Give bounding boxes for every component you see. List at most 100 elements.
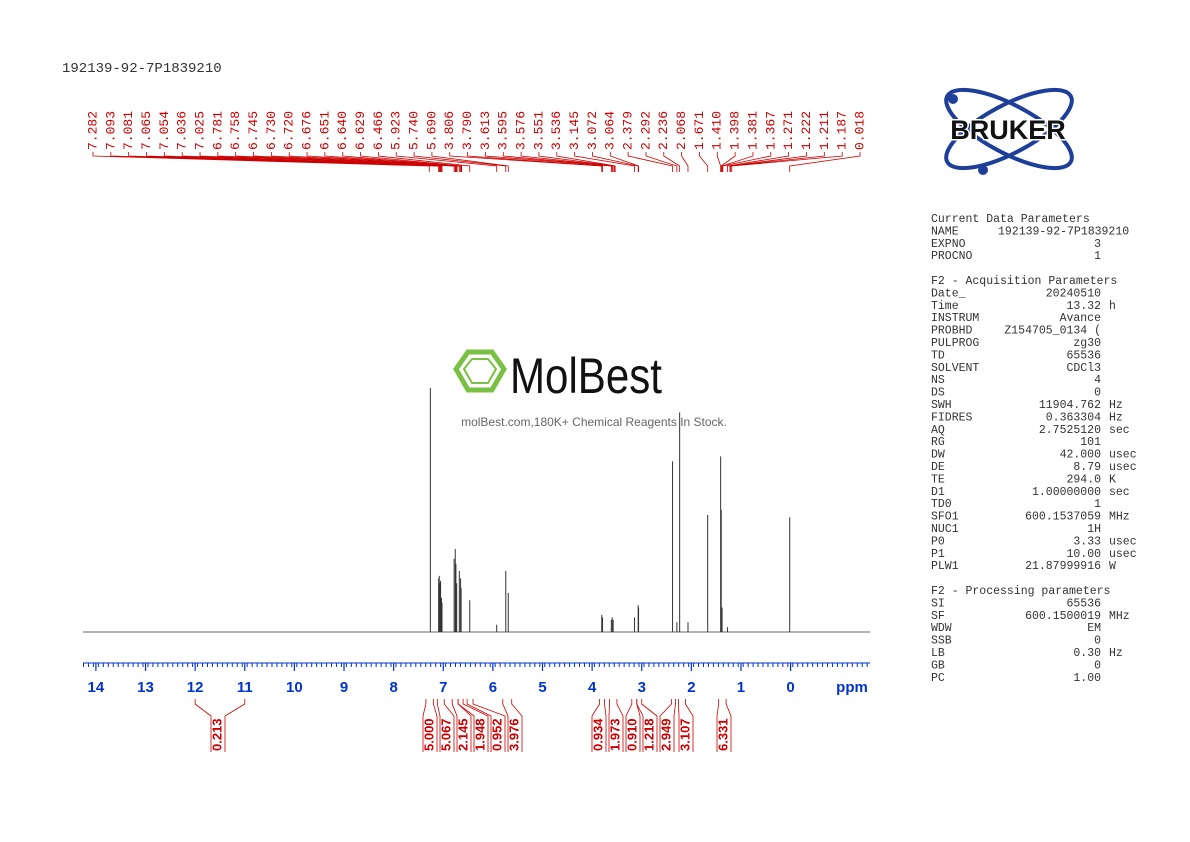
integral-bracket (641, 699, 658, 752)
integral-bracket (443, 699, 455, 752)
parameter-name: PROCNO (931, 250, 973, 263)
integral-label: 0.910 (624, 718, 639, 751)
integral-bracket (659, 699, 672, 752)
vendor-name: BRUKER (950, 115, 1066, 145)
parameter-unit: W (1109, 560, 1116, 573)
integral-label: 0.213 (209, 718, 224, 751)
parameter-value: 600.1500019 (1025, 610, 1101, 623)
parameter-value: Z154705_0134 ( (1004, 325, 1101, 338)
parameter-value: 0 (1094, 659, 1101, 672)
peak-leader (538, 152, 615, 172)
parameter-unit: Hz (1109, 647, 1123, 660)
peak-label: 6.676 (299, 111, 314, 150)
peak-leader (288, 152, 458, 172)
parameter-name: D1 (931, 486, 945, 499)
logo-orbit (944, 87, 1074, 171)
x-tick-label: 5 (538, 679, 546, 696)
parameter-name: DW (931, 449, 945, 462)
peak-label: 5.690 (424, 111, 439, 150)
integral-label: 6.331 (715, 718, 730, 751)
integral-label: 2.949 (658, 718, 673, 751)
parameter-value: 0 (1094, 635, 1101, 648)
watermark-text: molBest.com,180K+ Chemical Reagents In S… (461, 415, 727, 429)
integral-bracket (616, 699, 624, 752)
parameter-value: 42.000 (1060, 449, 1102, 462)
x-tick-label: 14 (88, 679, 105, 696)
peak-leader (306, 152, 460, 172)
integral-label: 1.948 (472, 718, 487, 751)
peak-leader (627, 152, 673, 172)
x-tick-label: 11 (237, 679, 253, 696)
peak-label: 7.054 (157, 111, 172, 150)
parameter-value: 65536 (1066, 349, 1101, 362)
parameter-name: PULPROG (931, 337, 979, 350)
peak-leader (342, 152, 462, 172)
parameter-value: 1 (1094, 250, 1101, 263)
peak-leader (727, 152, 790, 172)
parameter-value: 101 (1080, 436, 1101, 449)
parameter-name: GB (931, 659, 945, 672)
integral-bracket (466, 699, 492, 752)
parameter-name: Date_ (931, 287, 966, 300)
x-tick-label: 8 (389, 679, 397, 696)
peak-leader (681, 152, 689, 172)
integral-bracket (604, 699, 607, 752)
parameter-name: SFO1 (931, 511, 959, 524)
x-tick-label: 3 (638, 679, 646, 696)
integral-bracket (636, 699, 644, 752)
integral-bracket (451, 699, 458, 752)
parameter-name: DE (931, 461, 945, 474)
integral-bracket (678, 699, 680, 752)
x-tick-label: 9 (340, 679, 348, 696)
peak-leader (253, 152, 457, 172)
parameter-unit: MHz (1109, 610, 1130, 623)
peak-label: 7.025 (192, 111, 207, 150)
peak-leader (413, 152, 507, 172)
parameter-name: SF (931, 610, 945, 623)
parameter-name: SWH (931, 399, 952, 412)
peak-leader (431, 152, 509, 172)
parameter-value: 1 (1094, 498, 1101, 511)
parameter-section-title: F2 - Processing parameters (931, 585, 1110, 598)
parameter-value: 13.32 (1066, 300, 1101, 313)
peak-label: 1.367 (763, 111, 778, 150)
peak-label: 7.093 (103, 111, 118, 150)
x-tick-label: 6 (489, 679, 497, 696)
integral-bracket (224, 699, 246, 752)
parameter-unit: usec (1109, 449, 1137, 462)
parameter-value: 192139-92-7P1839210 (998, 225, 1129, 238)
parameter-name: NUC1 (931, 523, 959, 536)
peak-leader (609, 152, 639, 172)
peak-label: 2.236 (656, 111, 671, 150)
peak-label: 3.145 (567, 111, 582, 150)
parameter-section-title: Current Data Parameters (931, 213, 1090, 226)
integral-bracket (472, 699, 506, 752)
parameter-name: P0 (931, 535, 945, 548)
peak-label: 1.187 (835, 111, 850, 150)
integral-bracket (502, 699, 509, 752)
peak-label: 2.292 (638, 111, 653, 150)
peak-label: 7.065 (139, 111, 154, 150)
integral-label: 5.000 (421, 718, 436, 751)
peak-leader (217, 152, 455, 172)
parameter-unit: usec (1109, 535, 1137, 548)
peak-leader (449, 152, 603, 172)
parameter-name: Time (931, 300, 959, 313)
integral-bracket (462, 699, 489, 752)
watermark-title: MolBest (510, 348, 662, 404)
parameter-value: 0.30 (1073, 647, 1101, 660)
parameter-name: SOLVENT (931, 362, 979, 375)
watermark-hexagon (462, 358, 498, 384)
peak-leader (324, 152, 461, 172)
peak-label: 2.379 (621, 111, 636, 150)
peak-leader (92, 152, 430, 172)
integral-bracket (432, 699, 438, 752)
parameter-name: SSB (931, 635, 952, 648)
peak-label: 3.595 (496, 111, 511, 150)
parameter-value: zg30 (1073, 337, 1101, 350)
watermark-hexagon (453, 349, 507, 393)
integral-bracket (422, 699, 427, 752)
parameter-value: 65536 (1066, 597, 1101, 610)
peak-label: 6.720 (282, 111, 297, 150)
